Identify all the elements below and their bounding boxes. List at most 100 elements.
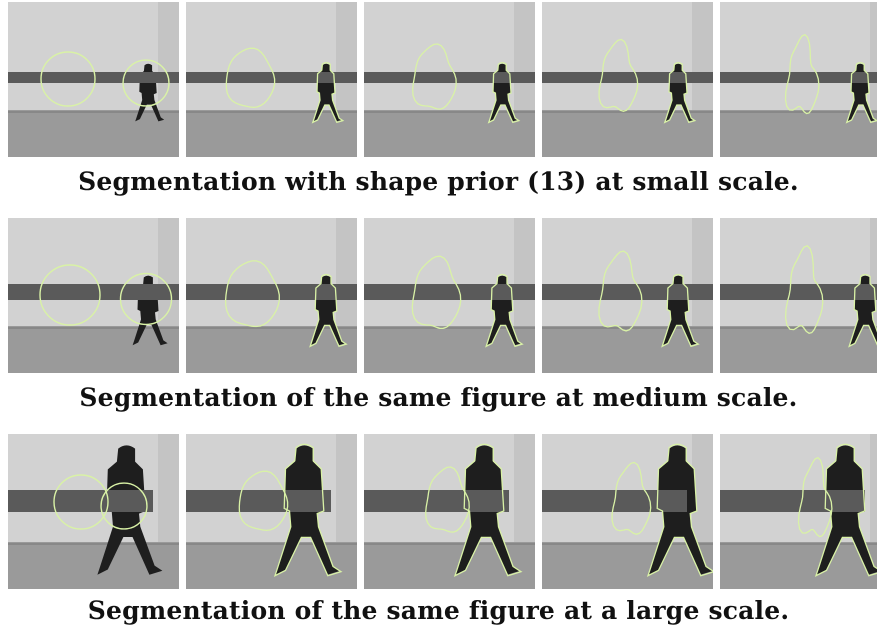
floor bbox=[186, 326, 357, 373]
evolving-contour-right bbox=[487, 62, 521, 124]
segmentation-frame-image bbox=[364, 218, 535, 373]
evolving-contour-left bbox=[238, 470, 289, 532]
initial-contour-left bbox=[39, 264, 101, 326]
evolving-contour-left bbox=[598, 38, 639, 112]
occluding-bar bbox=[720, 490, 865, 512]
occluding-bar bbox=[8, 72, 179, 83]
evolving-contour-right bbox=[485, 273, 524, 348]
frame-small-3 bbox=[364, 2, 535, 157]
frame-medium-2 bbox=[186, 218, 357, 373]
segmentation-frame-image bbox=[720, 218, 877, 373]
occluding-bar bbox=[8, 284, 179, 300]
segmentation-frame-image bbox=[8, 434, 179, 589]
occluding-bar bbox=[186, 284, 357, 300]
initial-contour-left bbox=[40, 51, 96, 107]
occluding-bar bbox=[186, 72, 357, 83]
occluding-bar bbox=[720, 72, 877, 83]
evolving-contour-right bbox=[453, 443, 523, 577]
floor bbox=[364, 326, 535, 373]
wall-corner bbox=[692, 2, 713, 114]
segmentation-frame-image bbox=[364, 2, 535, 157]
evolving-contour-left bbox=[784, 33, 820, 115]
occluding-bar bbox=[364, 72, 535, 83]
floor bbox=[364, 110, 535, 157]
evolving-contour-right bbox=[663, 62, 697, 124]
evolving-contour-left bbox=[412, 43, 457, 110]
initial-contour-right bbox=[100, 482, 148, 530]
wall-corner bbox=[870, 2, 877, 114]
wall-corner bbox=[336, 218, 357, 330]
evolving-contour-left bbox=[611, 461, 652, 535]
frame-large-3 bbox=[364, 434, 535, 589]
floor bbox=[186, 110, 357, 157]
row-small-scale bbox=[0, 2, 877, 157]
evolving-contour-left bbox=[425, 466, 470, 533]
evolving-contour-right bbox=[814, 443, 877, 577]
wall-corner bbox=[870, 218, 877, 330]
occluding-bar bbox=[542, 284, 713, 300]
segmentation-frame-image bbox=[186, 218, 357, 373]
floor bbox=[720, 326, 877, 373]
evolving-contour-right bbox=[273, 443, 343, 577]
evolving-contour-left bbox=[225, 47, 276, 109]
evolving-contour-right bbox=[661, 273, 700, 348]
frame-small-5 bbox=[720, 2, 877, 157]
caption-medium-scale: Segmentation of the same figure at mediu… bbox=[79, 383, 798, 412]
occluding-bar bbox=[720, 284, 877, 300]
frame-large-2 bbox=[186, 434, 357, 589]
initial-contour-right bbox=[122, 59, 170, 107]
frame-small-4 bbox=[542, 2, 713, 157]
frame-large-5 bbox=[720, 434, 877, 589]
floor bbox=[542, 326, 713, 373]
row-medium-scale bbox=[0, 218, 877, 373]
wall-corner bbox=[514, 434, 535, 546]
wall-corner bbox=[692, 218, 713, 330]
wall-background bbox=[364, 2, 535, 114]
row-large-scale bbox=[0, 434, 877, 589]
floor bbox=[542, 110, 713, 157]
wall-background bbox=[542, 218, 713, 330]
occluding-bar bbox=[8, 490, 153, 512]
frame-large-1 bbox=[8, 434, 179, 589]
occluding-bar bbox=[364, 490, 509, 512]
evolving-contour-right bbox=[309, 273, 348, 348]
evolving-contour-left bbox=[784, 245, 824, 335]
frame-large-4 bbox=[542, 434, 713, 589]
segmentation-frame-image bbox=[8, 2, 179, 157]
wall-corner bbox=[514, 2, 535, 114]
evolving-contour-left bbox=[797, 456, 833, 538]
frame-medium-5 bbox=[720, 218, 877, 373]
wall-corner bbox=[336, 2, 357, 114]
evolving-contour-right bbox=[646, 443, 713, 577]
evolving-contour-left bbox=[598, 250, 643, 332]
evolving-contour-right bbox=[311, 62, 345, 124]
wall-corner bbox=[692, 434, 713, 546]
wall-corner bbox=[514, 218, 535, 330]
wall-background bbox=[720, 2, 877, 114]
occluding-bar bbox=[186, 490, 331, 512]
floor bbox=[720, 542, 877, 589]
segmentation-frame-image bbox=[186, 2, 357, 157]
evolving-contour-right bbox=[845, 62, 877, 124]
segmentation-frame-image bbox=[542, 434, 713, 589]
wall-corner bbox=[870, 434, 877, 546]
initial-contour-right bbox=[119, 272, 173, 326]
segmentation-frame-image bbox=[542, 2, 713, 157]
caption-large-scale: Segmentation of the same figure at a lar… bbox=[87, 596, 790, 625]
floor bbox=[8, 326, 179, 373]
caption-small-scale: Segmentation with shape prior (13) at sm… bbox=[78, 167, 799, 196]
segmentation-frame-image bbox=[542, 218, 713, 373]
initial-contour-left bbox=[53, 474, 109, 530]
frame-medium-1 bbox=[8, 218, 179, 373]
frame-small-1 bbox=[8, 2, 179, 157]
wall-corner bbox=[158, 2, 179, 114]
segmentation-frame-image bbox=[720, 434, 877, 589]
segmentation-frame-image bbox=[8, 218, 179, 373]
wall-corner bbox=[158, 218, 179, 330]
frame-medium-3 bbox=[364, 218, 535, 373]
floor bbox=[8, 110, 179, 157]
evolving-contour-left bbox=[411, 255, 462, 330]
frame-medium-4 bbox=[542, 218, 713, 373]
wall-corner bbox=[336, 434, 357, 546]
segmentation-frame-image bbox=[364, 434, 535, 589]
